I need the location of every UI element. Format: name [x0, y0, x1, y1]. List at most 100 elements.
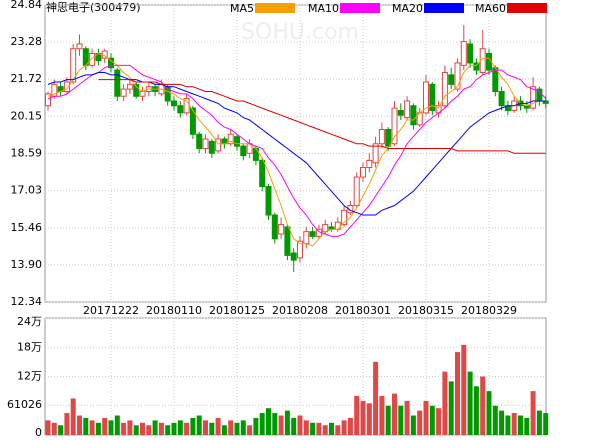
candle-body: [448, 74, 455, 85]
candle-body: [385, 129, 392, 147]
volume-bar: [108, 420, 114, 435]
candle-body: [120, 88, 127, 97]
candle-body: [341, 209, 348, 226]
candle-body: [63, 81, 70, 92]
volume-bar: [543, 413, 549, 435]
volume-bar: [410, 415, 416, 435]
volume-bar: [146, 425, 152, 435]
candle-body: [234, 136, 240, 147]
candle-body: [177, 105, 184, 114]
y-tick-label: 21.72: [11, 72, 43, 85]
legend-swatch: [424, 3, 464, 13]
candle-body: [202, 138, 209, 150]
candle-body: [334, 221, 341, 230]
candle-body: [530, 86, 537, 109]
volume-bar: [486, 391, 492, 435]
candle-body: [89, 52, 96, 66]
legend-swatch: [507, 3, 547, 13]
volume-bar: [221, 425, 227, 435]
volume-bar: [335, 425, 341, 435]
y-tick-label: 13.90: [11, 258, 43, 271]
x-tick-label: 20171222: [83, 304, 139, 317]
y-tick-label: 20.15: [11, 109, 43, 122]
candle-body: [183, 98, 190, 114]
volume-bar: [177, 420, 183, 435]
volume-bar: [436, 408, 442, 435]
volume-bar: [152, 420, 158, 435]
y-tick-label: 18万: [17, 340, 42, 353]
volume-bar: [316, 422, 322, 435]
candle-body: [76, 43, 83, 50]
volume-bar: [158, 422, 164, 435]
volume-bar: [278, 415, 284, 435]
legend-label: MA10: [308, 2, 339, 15]
y-tick-label: 18.59: [11, 147, 43, 160]
volume-bar: [291, 417, 297, 435]
volume-bar: [467, 371, 473, 435]
candle-body: [454, 62, 461, 90]
volume-bar: [385, 405, 391, 435]
candle-body: [303, 231, 310, 245]
volume-bar: [114, 415, 120, 435]
volume-bar: [511, 413, 517, 435]
volume-bar: [70, 398, 76, 435]
y-tick-label: 12.34: [11, 295, 43, 308]
candle-body: [70, 48, 77, 83]
candle-body: [429, 83, 436, 111]
x-tick-label: 20180315: [398, 304, 454, 317]
volume-bar: [297, 415, 303, 435]
ma-line: [47, 64, 546, 237]
candle-body: [189, 107, 196, 135]
volume-bar: [45, 420, 51, 435]
volume-bar: [347, 417, 353, 435]
y-tick-label: 24.84: [11, 0, 43, 11]
volume-bar: [303, 420, 309, 435]
candle-body: [397, 109, 404, 116]
volume-bar: [247, 425, 253, 435]
candle-body: [271, 214, 278, 240]
volume-bar: [442, 371, 448, 435]
candle-body: [297, 240, 303, 259]
volume-bar: [266, 408, 271, 435]
volume-bar: [448, 381, 454, 435]
volume-bar: [77, 415, 82, 435]
volume-bar: [253, 417, 259, 435]
candle-body: [366, 159, 373, 169]
volume-bar: [234, 422, 240, 435]
volume-bar: [354, 396, 360, 435]
candle-body: [227, 133, 234, 145]
volume-bar: [284, 410, 290, 435]
legend-label: MA60: [475, 2, 506, 15]
legend-label: MA20: [392, 2, 423, 15]
volume-bar: [518, 415, 523, 435]
volume-bar: [455, 352, 460, 435]
y-tick-label: 61026: [7, 398, 42, 411]
ma-line: [98, 79, 546, 154]
x-tick-label: 20180329: [461, 304, 517, 317]
volume-bar: [404, 400, 410, 435]
volume-bar: [530, 391, 536, 435]
x-tick-label: 20180301: [335, 304, 391, 317]
candle-body: [404, 100, 411, 119]
candle-body: [208, 140, 215, 154]
volume-bar: [203, 420, 208, 435]
candle-body: [473, 62, 480, 71]
chart-title: 神思电子(300479): [46, 0, 141, 14]
candle-body: [391, 107, 398, 145]
volume-bar: [429, 405, 435, 435]
volume-bar: [165, 425, 171, 435]
volume-bar: [215, 417, 221, 435]
volume-bar: [524, 417, 530, 435]
volume-bar: [127, 420, 133, 435]
candle-body: [423, 81, 429, 114]
y-tick-label: 17.03: [11, 184, 43, 197]
volume-bar: [121, 422, 127, 435]
volume-bar: [417, 410, 423, 435]
volume-bar: [64, 413, 70, 435]
volume-bar: [95, 422, 101, 435]
volume-bar: [272, 413, 278, 435]
volume-bar: [58, 425, 64, 435]
candle-body: [126, 83, 133, 90]
candle-body: [441, 71, 448, 107]
y-tick-label: 23.28: [11, 35, 43, 48]
